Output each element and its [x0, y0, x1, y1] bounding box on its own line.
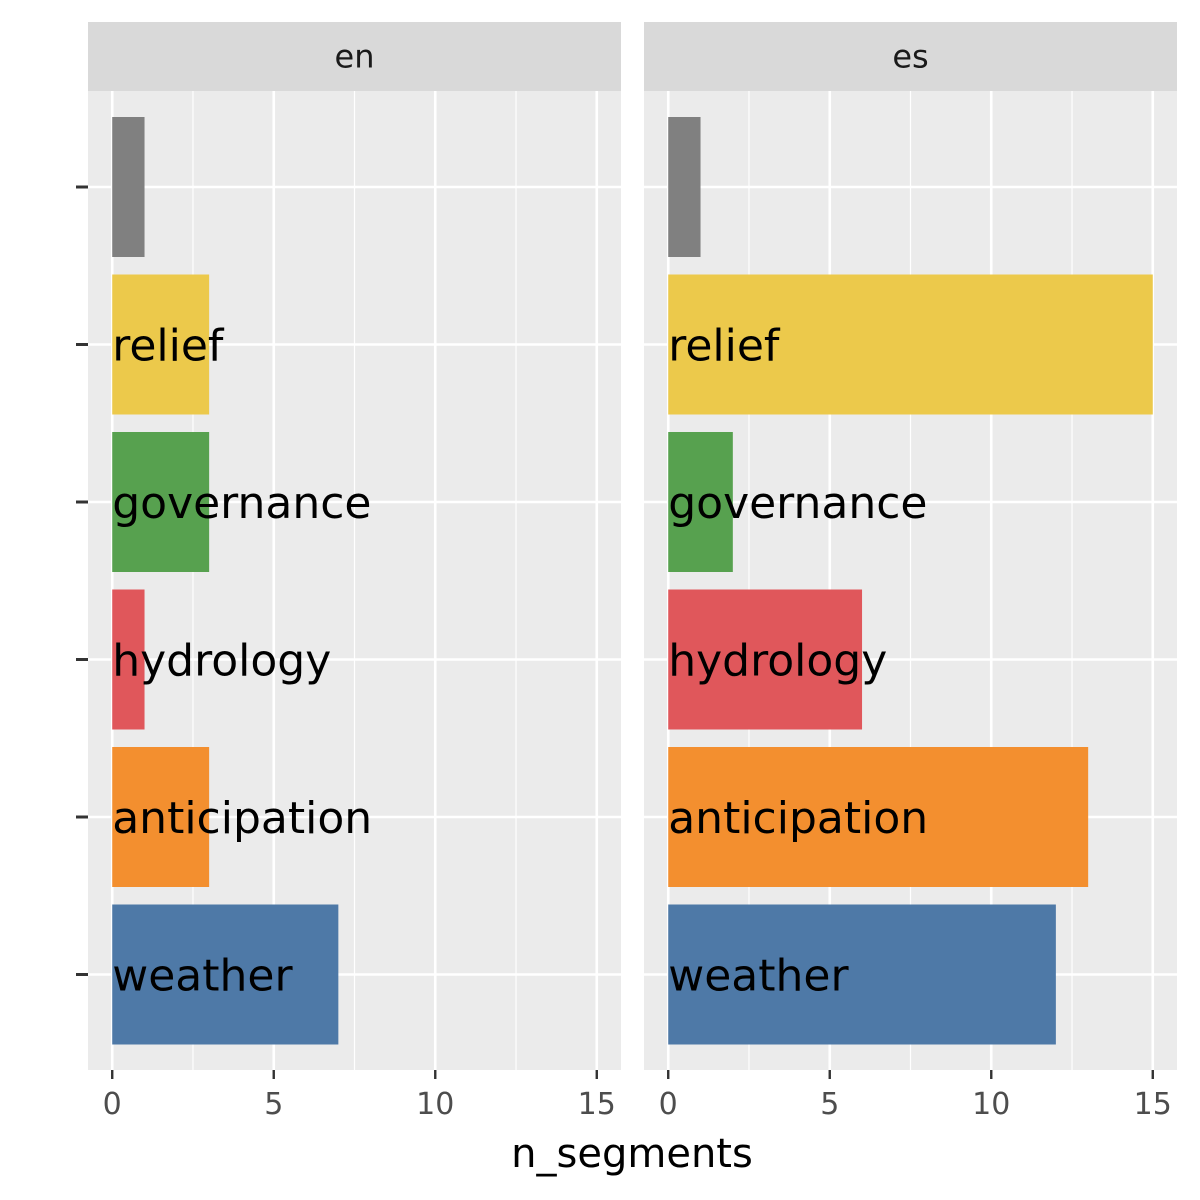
bar-en-anticipation: [112, 747, 210, 887]
bar-label-en-relief: relief: [112, 321, 225, 372]
bar-es-weather: [668, 904, 1056, 1045]
facet-strip-en: [88, 22, 621, 91]
x-tick-label-es-0: 0: [659, 1087, 678, 1122]
facet-strip-label-en: en: [335, 38, 375, 76]
facet-panel-en: en relief governance hydrology anticipation w…: [88, 22, 621, 1122]
bar-es-anticipation: [668, 747, 1089, 887]
bar-en-unlabeled: [112, 117, 145, 257]
bar-es-governance: [668, 432, 733, 572]
bar-es-unlabeled: [668, 117, 701, 257]
bar-label-es-hydrology: hydrology: [668, 636, 887, 687]
y-axis: [76, 185, 88, 976]
bar-label-en-hydrology: hydrology: [112, 636, 331, 687]
x-tick-label-en-5: 5: [264, 1087, 283, 1122]
facet-strip-es: [644, 22, 1177, 91]
facet-panel-es: es relief governance hydrology anticipation w…: [644, 22, 1177, 1122]
bar-label-en-weather: weather: [112, 951, 293, 1002]
bar-label-es-relief: relief: [668, 321, 781, 372]
bar-es-relief: [668, 274, 1153, 415]
bar-en-relief: [112, 274, 210, 415]
bar-label-en-governance: governance: [112, 478, 371, 529]
x-tick-label-en-0: 0: [103, 1087, 122, 1122]
bar-label-es-governance: governance: [668, 478, 927, 529]
bar-en-hydrology: [112, 589, 145, 730]
facet-panels: en relief governance hydrology anticipation w…: [88, 22, 1177, 1122]
x-tick-label-en-10: 10: [416, 1087, 454, 1122]
bar-label-en-anticipation: anticipation: [112, 793, 372, 844]
bar-es-hydrology: [668, 589, 863, 730]
x-tick-label-es-15: 15: [1134, 1087, 1172, 1122]
x-axis-title: n_segments: [511, 1131, 753, 1177]
x-tick-label-en-15: 15: [578, 1087, 616, 1122]
bar-label-es-anticipation: anticipation: [668, 793, 928, 844]
x-tick-label-es-5: 5: [820, 1087, 839, 1122]
x-tick-label-es-10: 10: [972, 1087, 1010, 1122]
bar-en-governance: [112, 432, 210, 572]
bar-en-weather: [112, 904, 339, 1045]
facet-strip-label-es: es: [892, 38, 928, 76]
bar-label-es-weather: weather: [668, 951, 849, 1002]
